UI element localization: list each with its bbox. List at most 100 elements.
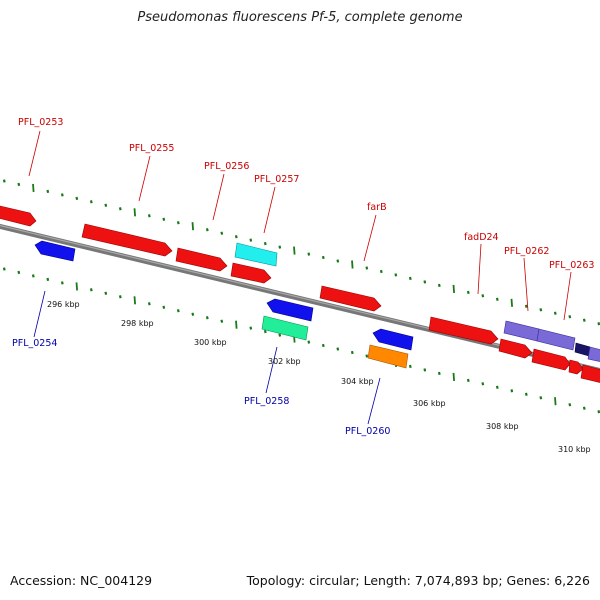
gene-label-pfl-0256[interactable]: PFL_0256 (204, 161, 249, 172)
genome-summary-text: Topology: circular; Length: 7,074,893 bp… (246, 573, 590, 588)
gene-feature-pfl-0254[interactable] (34, 240, 76, 262)
gene-label-pfl-0253[interactable]: PFL_0253 (18, 117, 63, 128)
gene-label-pfl-0257[interactable]: PFL_0257 (254, 174, 299, 185)
gene-label-pfl-0254[interactable]: PFL_0254 (12, 338, 57, 349)
gc-tick (133, 208, 136, 217)
gc-tick (423, 368, 427, 372)
gc-tick (321, 255, 325, 260)
scale-label-298-kbp: 298 kbp (121, 319, 154, 328)
gene-label-pfl-0255[interactable]: PFL_0255 (129, 143, 174, 154)
gc-tick (89, 200, 93, 204)
gc-tick (423, 280, 427, 284)
gc-tick (162, 217, 166, 221)
gc-tick (249, 238, 253, 242)
gene-feature-red-3[interactable] (568, 359, 584, 375)
scale-label-300-kbp: 300 kbp (194, 338, 227, 347)
gc-tick (539, 308, 543, 312)
gc-tick (553, 311, 557, 315)
gc-tick (176, 221, 180, 225)
gc-tick (495, 385, 499, 389)
gc-tick (235, 320, 238, 329)
gene-feature-pfl-0262[interactable] (503, 320, 540, 342)
gc-tick (452, 284, 455, 293)
gc-tick (351, 260, 354, 269)
gc-tick (293, 246, 296, 255)
scale-label-304-kbp: 304 kbp (341, 377, 374, 386)
gene-feature-pfl-0263[interactable] (536, 328, 576, 351)
gene-features (0, 205, 600, 383)
gc-tick (278, 245, 282, 249)
gc-tick (350, 350, 354, 355)
gc-tick (539, 396, 543, 400)
gene-feature-red-4[interactable] (580, 364, 600, 383)
gc-tick (307, 252, 311, 256)
gc-tick (321, 343, 325, 348)
gc-tick (220, 231, 224, 235)
gene-label-fadd24[interactable]: fadD24 (464, 232, 499, 243)
gc-tick (75, 196, 79, 201)
gc-tick (133, 296, 136, 305)
gene-feature-pfl-0253[interactable] (0, 205, 37, 227)
gc-tick (46, 189, 50, 194)
gene-feature-pfl-0260[interactable] (367, 344, 409, 369)
scale-label-306-kbp: 306 kbp (413, 399, 446, 408)
gene-label-pfl-0262[interactable]: PFL_0262 (504, 246, 549, 257)
gc-tick (176, 309, 180, 313)
gc-tick (437, 371, 441, 376)
gc-tick (597, 322, 600, 326)
gc-tick (582, 318, 586, 322)
scale-label-310-kbp: 310 kbp (558, 445, 591, 454)
scale-label-layer: 296 kbp 298 kbp 300 kbp 302 kbp 304 kbp … (47, 300, 591, 454)
gc-tick (220, 319, 224, 323)
gene-feature-red-2[interactable] (531, 348, 571, 371)
gene-label-pfl-0258[interactable]: PFL_0258 (244, 396, 289, 407)
gc-skew-tracks (2, 179, 600, 414)
gene-label-farb[interactable]: farB (367, 202, 387, 213)
gc-tick (2, 267, 6, 271)
gc-tick (379, 269, 383, 274)
gc-tick (568, 315, 572, 319)
gene-feature-pfl-0258-blue[interactable] (266, 298, 314, 322)
gc-tick (118, 207, 122, 211)
gc-tick (205, 228, 209, 232)
gc-tick (524, 304, 528, 308)
gene-feature-dark-small[interactable] (574, 342, 591, 357)
gc-tick (568, 403, 572, 407)
gene-feature-pfl-0258[interactable] (261, 315, 309, 341)
gc-tick (46, 277, 50, 282)
gc-tick (263, 329, 267, 334)
gc-tick (147, 214, 151, 218)
gc-tick (452, 372, 455, 381)
genome-title: Pseudomonas fluorescens Pf-5, complete g… (137, 10, 463, 25)
gene-feature-pfl-0257-cyan[interactable] (234, 242, 278, 267)
gc-tick (408, 364, 412, 369)
gene-feature-red-1[interactable] (498, 338, 533, 359)
gc-tick (336, 347, 340, 351)
gc-tick (89, 288, 93, 292)
gc-tick (481, 294, 485, 298)
gc-tick (249, 326, 253, 330)
gc-tick (104, 291, 108, 295)
gc-tick (17, 182, 21, 187)
gene-feature-blue-2[interactable] (372, 328, 414, 351)
gc-tick (191, 222, 194, 231)
accession-text: Accession: NC_004129 (10, 573, 153, 588)
gc-tick (31, 274, 35, 278)
gene-feature-pfl-0257[interactable] (230, 262, 272, 284)
gene-feature-fadd24[interactable] (428, 316, 499, 345)
gc-tick (60, 193, 64, 197)
gc-tick (554, 397, 557, 406)
gene-label-pfl-0260[interactable]: PFL_0260 (345, 426, 390, 437)
gc-tick (32, 183, 35, 192)
gene-feature-pfl-0255[interactable] (81, 223, 173, 257)
gene-feature-purple-edge[interactable] (587, 346, 600, 362)
gc-tick (466, 378, 470, 383)
gc-tick (466, 290, 470, 295)
gc-tick (307, 340, 311, 344)
gene-feature-pfl-0256[interactable] (175, 247, 228, 272)
gene-label-pfl-0263[interactable]: PFL_0263 (549, 260, 594, 271)
gene-feature-farb[interactable] (319, 285, 382, 312)
gc-tick (365, 354, 369, 358)
